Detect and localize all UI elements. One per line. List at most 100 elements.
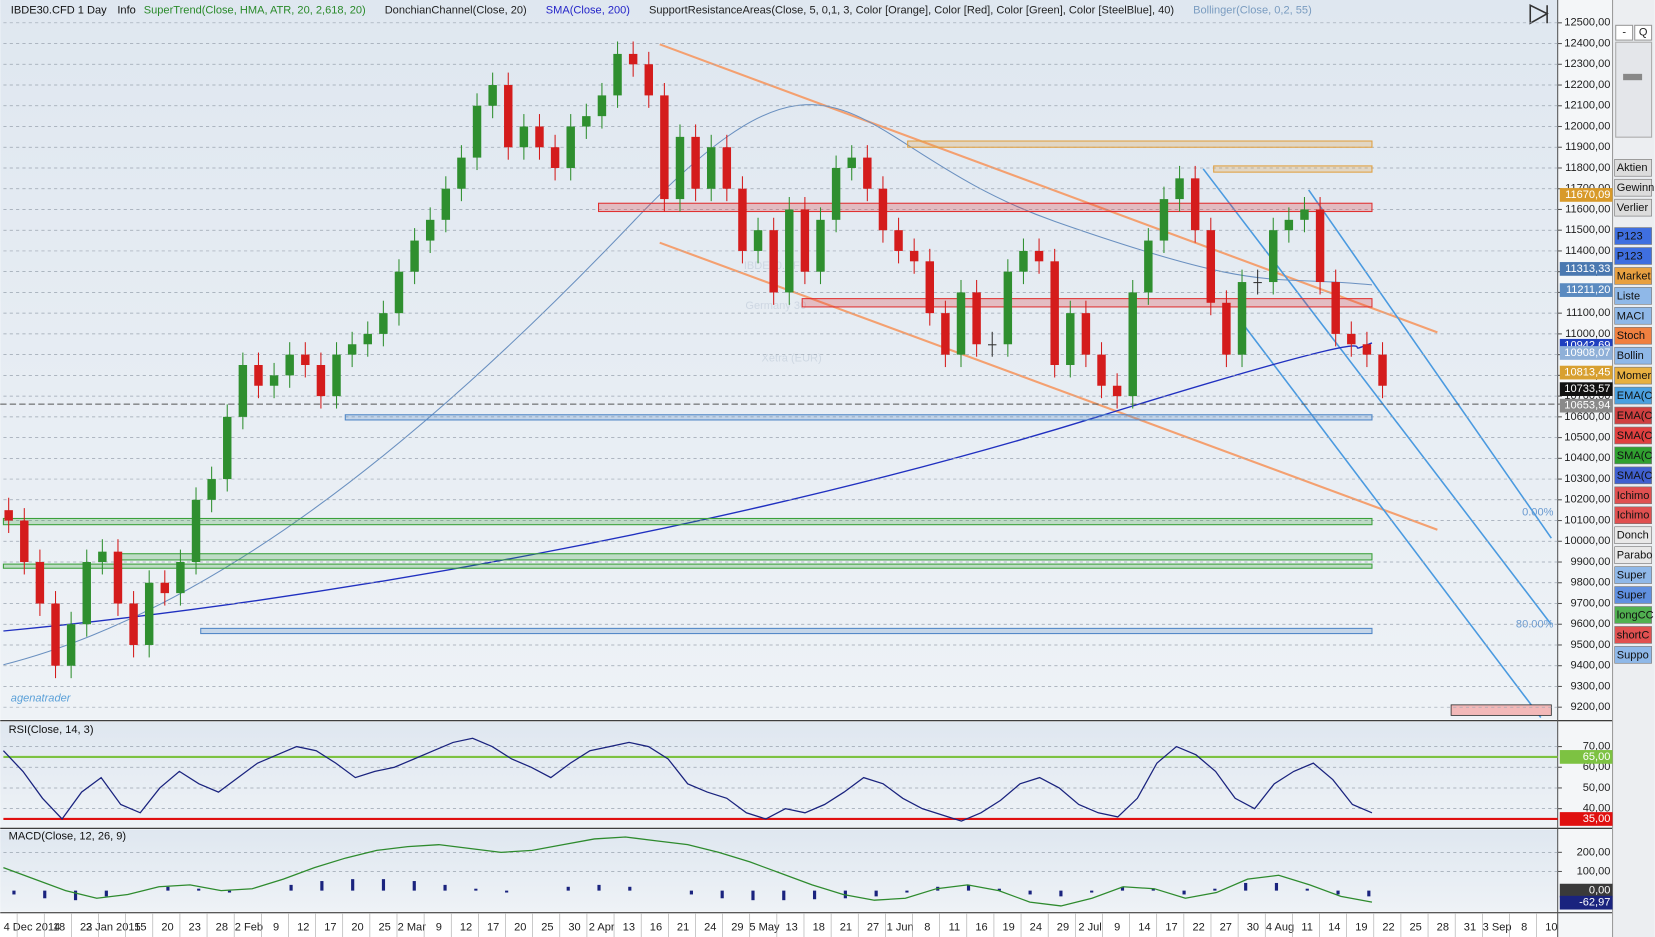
toolbar-button-label[interactable]: shortC	[1617, 629, 1650, 641]
toolbar-button-label[interactable]: longCC	[1617, 609, 1654, 621]
x-tick-label: 4 Aug	[1266, 921, 1294, 933]
macd-histogram-bar	[1305, 888, 1309, 891]
toolbar-button-label[interactable]: SMA(C	[1617, 430, 1653, 442]
toolbar-button-label[interactable]: SMA(C	[1617, 450, 1653, 462]
toolbar-button-label[interactable]: Gewinn	[1617, 182, 1655, 194]
x-tick-label: 14	[1138, 921, 1150, 933]
toolbar-button[interactable]	[1614, 386, 1652, 405]
candle-body	[1097, 354, 1106, 386]
toolbar-button[interactable]	[1614, 267, 1652, 285]
toolbar-button[interactable]	[1614, 426, 1652, 445]
toolbar-button-label[interactable]: Aktien	[1617, 162, 1648, 174]
toolbar-button-label[interactable]: Super	[1617, 570, 1647, 582]
x-tick-label: 19	[1355, 921, 1367, 933]
toolbar-button[interactable]	[1614, 287, 1652, 305]
toolbar-button[interactable]	[1614, 466, 1652, 485]
toolbar-button-label[interactable]: Ichimo	[1617, 490, 1650, 502]
toolbar-button-label[interactable]: Market	[1617, 270, 1651, 282]
y-tick-label: 10300,00	[1564, 473, 1610, 485]
x-tick-label: 5 May	[749, 921, 780, 933]
indicator-label: SMA(Close, 200)	[546, 4, 630, 16]
candle-body	[1284, 219, 1294, 231]
y-tick-label: 12100,00	[1564, 100, 1610, 112]
macd-histogram-bar	[1336, 890, 1340, 895]
candle-body	[82, 562, 91, 625]
candle-body	[738, 188, 747, 251]
price-tag	[1559, 382, 1613, 397]
toolbar-button[interactable]	[1614, 506, 1652, 525]
candle-body	[566, 126, 575, 168]
toolbar-button-label[interactable]: P123	[1617, 250, 1643, 262]
toolbar-button-label[interactable]: P123	[1617, 230, 1643, 242]
macd-histogram-bar	[905, 890, 909, 893]
macd-histogram-bar	[12, 890, 16, 895]
candle-body	[4, 510, 13, 521]
candle-body	[1362, 344, 1372, 355]
candle-body	[316, 365, 326, 397]
toolbar-button-label[interactable]: Stoch	[1617, 330, 1645, 342]
play-icon[interactable]	[1529, 3, 1549, 25]
toolbar-button-label[interactable]: EMA(C	[1617, 390, 1653, 402]
candle-body	[1175, 178, 1184, 200]
candle-body	[894, 230, 903, 251]
toolbar-button[interactable]	[1614, 178, 1652, 197]
rsi-title: RSI(Close, 14, 3)	[9, 724, 94, 736]
candle-body	[519, 126, 529, 148]
price-tag-label: 10813,45	[1564, 367, 1610, 379]
toolbar-button-label[interactable]: Suppo	[1617, 649, 1649, 661]
toolbar-icon-label[interactable]: Q	[1639, 27, 1648, 39]
toolbar-button-label[interactable]: Parabo	[1617, 550, 1653, 562]
toolbar-icon[interactable]	[1634, 24, 1653, 41]
toolbar-button[interactable]	[1614, 307, 1652, 325]
x-tick-label: 17	[487, 921, 499, 933]
toolbar-button[interactable]	[1614, 626, 1652, 644]
toolbar-button[interactable]	[1614, 366, 1652, 385]
toolbar-button[interactable]	[1614, 486, 1652, 505]
macd-histogram-bar	[1059, 890, 1063, 897]
toolbar-button[interactable]	[1614, 198, 1652, 217]
candle-body	[332, 354, 341, 397]
toolbar-button[interactable]	[1614, 586, 1652, 604]
y-tick-label: 11900,00	[1565, 141, 1610, 153]
toolbar-button-label[interactable]: Ichimo	[1617, 510, 1650, 522]
trend-line	[659, 43, 1438, 334]
toolbar-button[interactable]	[1614, 346, 1652, 365]
y-tick-label: 40,00	[1583, 803, 1611, 815]
zoom-handle[interactable]	[1623, 73, 1643, 81]
toolbar-button-label[interactable]: SMA(C	[1617, 470, 1653, 482]
toolbar-icon-label[interactable]: -	[1622, 27, 1626, 39]
toolbar-button-label[interactable]: Momer	[1617, 370, 1652, 382]
candle-body	[98, 551, 107, 563]
toolbar-button-label[interactable]: MACI	[1617, 310, 1645, 322]
candle-body	[363, 333, 372, 345]
toolbar-button[interactable]	[1614, 327, 1652, 345]
candle-body	[394, 271, 404, 314]
price-axis	[1557, 0, 1613, 937]
candle-body	[706, 147, 716, 189]
toolbar-button-label[interactable]: EMA(C	[1617, 410, 1653, 422]
toolbar-button-label[interactable]: Bollin	[1617, 350, 1644, 362]
toolbar-button-label[interactable]: Super	[1617, 589, 1647, 601]
toolbar-button[interactable]	[1614, 566, 1652, 584]
toolbar-button[interactable]	[1614, 227, 1652, 245]
toolbar-button-label[interactable]: Verlier	[1617, 202, 1649, 214]
header-info[interactable]: Info	[117, 4, 135, 16]
toolbar-button[interactable]	[1614, 526, 1652, 544]
macd-histogram-bar	[1151, 888, 1155, 891]
toolbar-button[interactable]	[1614, 606, 1652, 624]
toolbar-button[interactable]	[1614, 546, 1652, 564]
candle-body	[113, 551, 123, 604]
toolbar-button-label[interactable]: Donch	[1617, 530, 1649, 542]
toolbar-button-label[interactable]: Liste	[1617, 290, 1640, 302]
y-tick-label: 10500,00	[1564, 432, 1610, 444]
toolbar-button[interactable]	[1614, 446, 1652, 465]
x-tick-label: 13	[785, 921, 797, 933]
toolbar-button[interactable]	[1614, 646, 1652, 664]
toolbar-button[interactable]	[1614, 159, 1652, 177]
candle-body	[301, 354, 310, 366]
toolbar-button[interactable]	[1614, 247, 1652, 265]
zoom-slider[interactable]	[1615, 41, 1653, 138]
x-tick-label: 18	[813, 921, 825, 933]
toolbar-button[interactable]	[1614, 406, 1652, 425]
toolbar-icon[interactable]	[1615, 24, 1634, 41]
